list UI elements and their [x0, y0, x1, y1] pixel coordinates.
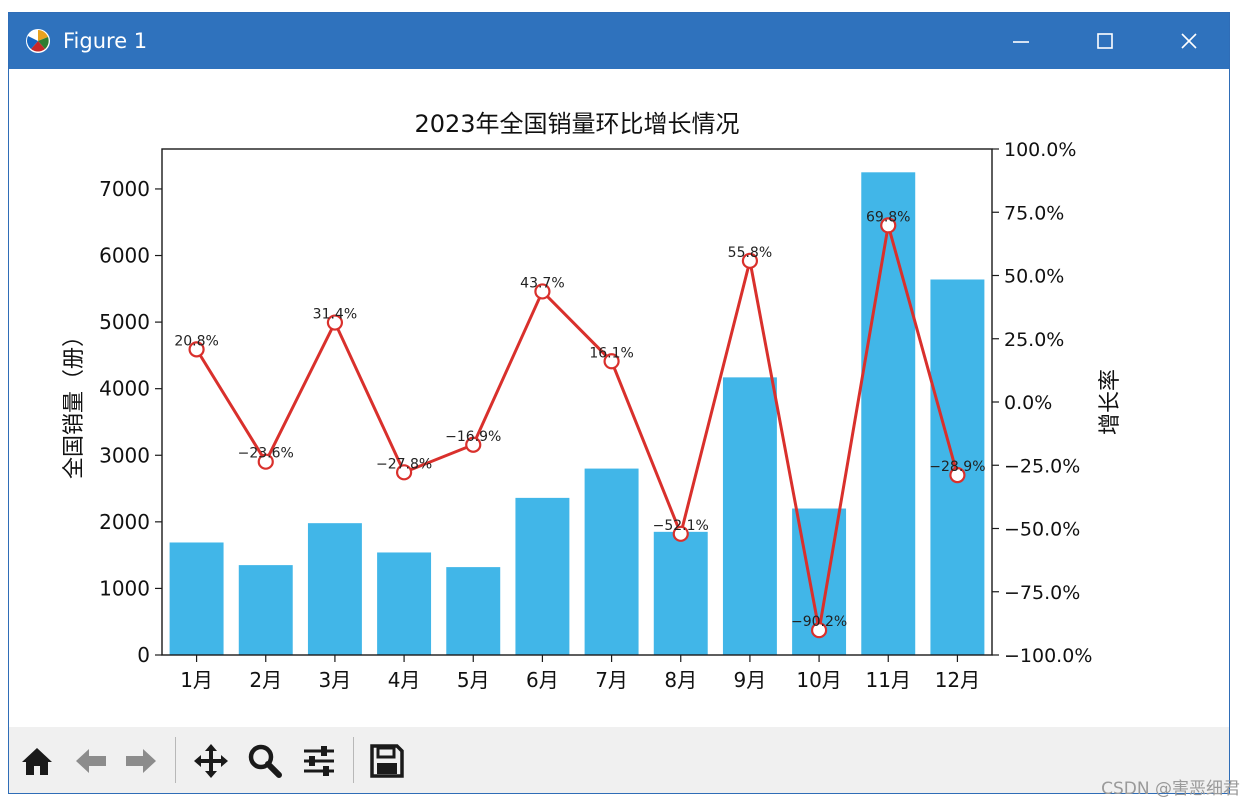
x-tick-label: 5月 — [457, 668, 490, 692]
bar — [653, 531, 708, 655]
plot-area[interactable]: 2023年全国销量环比增长情况 0 1000 2000 3000 4000 5000 6000… — [9, 69, 1229, 729]
y2-axis-label: 增长率 — [1098, 369, 1123, 435]
forward-button[interactable] — [119, 739, 163, 783]
growth-point — [395, 464, 413, 481]
bar — [861, 172, 916, 655]
y2-tick-label: −100.0% — [1004, 645, 1092, 667]
pan-button[interactable] — [189, 739, 233, 783]
y2-tick-label: −50.0% — [1004, 519, 1080, 541]
bar — [238, 565, 293, 655]
y-tick-label: 2000 — [99, 510, 150, 534]
data-label: −90.2% — [791, 614, 847, 630]
growth-point — [880, 217, 897, 234]
data-label: −23.6% — [238, 446, 294, 462]
growth-point — [810, 622, 828, 639]
x-tick-label: 1月 — [180, 668, 213, 692]
data-label: 31.4% — [313, 307, 357, 323]
x-tick-label: 6月 — [526, 668, 559, 692]
bar — [307, 523, 362, 655]
y2-tick-label: 50.0% — [1004, 266, 1064, 288]
home-button[interactable] — [15, 739, 59, 783]
y-tick-label: 6000 — [99, 244, 150, 268]
pan-icon — [194, 744, 228, 778]
close-icon — [1181, 33, 1197, 49]
data-label: 43.7% — [520, 275, 564, 291]
title-bar[interactable]: Figure 1 — [9, 13, 1229, 69]
growth-point — [465, 436, 482, 453]
data-label: −27.8% — [376, 456, 432, 472]
bar — [446, 567, 501, 655]
y2-tick-label: −75.0% — [1004, 582, 1080, 604]
y-tick-label: 7000 — [99, 177, 150, 201]
configure-subplots-icon — [304, 746, 334, 776]
close-button[interactable] — [1147, 13, 1231, 69]
maximize-icon — [1097, 33, 1113, 49]
forward-icon — [126, 749, 156, 773]
y-tick-label: 5000 — [99, 310, 150, 334]
growth-point — [741, 252, 759, 269]
back-button[interactable] — [69, 739, 113, 783]
matplotlib-icon — [26, 29, 50, 53]
growth-point — [534, 283, 551, 300]
toolbar-separator — [353, 737, 354, 783]
bar — [169, 542, 224, 655]
growth-point — [672, 525, 689, 542]
zoom-icon — [248, 744, 282, 778]
data-label: 55.8% — [728, 245, 772, 261]
save-button[interactable] — [365, 739, 409, 783]
data-label: −16.9% — [445, 429, 501, 445]
x-tick-label: 3月 — [319, 668, 352, 692]
data-label: 20.8% — [174, 333, 218, 349]
x-tick-label: 11月 — [866, 668, 911, 692]
minimize-button[interactable] — [979, 13, 1063, 69]
chart-title: 2023年全国销量环比增长情况 — [414, 110, 739, 138]
data-label: 69.8% — [866, 209, 910, 225]
y-tick-label: 3000 — [99, 443, 150, 467]
y2-tick-label: −25.0% — [1004, 455, 1080, 477]
minimize-icon — [1013, 41, 1029, 43]
navigation-toolbar — [9, 727, 1229, 793]
back-icon — [76, 749, 106, 773]
save-icon — [370, 744, 404, 778]
data-label: −52.1% — [653, 518, 709, 534]
y-tick-label: 1000 — [99, 576, 150, 600]
zoom-button[interactable] — [243, 739, 287, 783]
chart: 2023年全国销量环比增长情况 0 1000 2000 3000 4000 5000 6000… — [62, 110, 1123, 692]
x-tick-label: 12月 — [935, 668, 980, 692]
home-icon — [22, 748, 52, 775]
x-tick-label: 8月 — [664, 668, 697, 692]
y2-tick-label: 25.0% — [1004, 329, 1064, 351]
growth-point — [326, 314, 344, 331]
x-tick-label: 2月 — [249, 668, 282, 692]
y-tick-label: 4000 — [99, 377, 150, 401]
toolbar-separator — [175, 737, 176, 783]
growth-line — [195, 225, 959, 631]
y2-tick-label: 0.0% — [1004, 392, 1052, 414]
configure-subplots-button[interactable] — [297, 739, 341, 783]
growth-point — [257, 453, 274, 470]
bar — [515, 497, 570, 655]
data-label: −28.9% — [929, 459, 985, 475]
bar — [584, 468, 639, 655]
watermark: CSDN @害恶细君 — [1101, 779, 1240, 799]
window-title: Figure 1 — [63, 29, 148, 53]
growth-point — [949, 467, 966, 484]
x-tick-label: 9月 — [734, 668, 767, 692]
y2-tick-label: 100.0% — [1004, 139, 1076, 161]
y-tick-label: 0 — [137, 643, 150, 667]
x-tick-label: 7月 — [595, 668, 628, 692]
growth-point — [603, 353, 620, 370]
growth-point — [188, 341, 205, 358]
maximize-button[interactable] — [1063, 13, 1147, 69]
x-tick-label: 4月 — [388, 668, 421, 692]
y2-tick-label: 75.0% — [1004, 202, 1064, 224]
x-tick-label: 10月 — [796, 668, 841, 692]
y-axis-label: 全国销量（册） — [62, 325, 87, 479]
bar — [722, 377, 777, 655]
bar — [377, 552, 432, 655]
figure-window: Figure 1 2023年全国销量环比增长情况 0 1000 2000 3000 400… — [8, 12, 1230, 794]
data-label: 16.1% — [589, 345, 633, 361]
